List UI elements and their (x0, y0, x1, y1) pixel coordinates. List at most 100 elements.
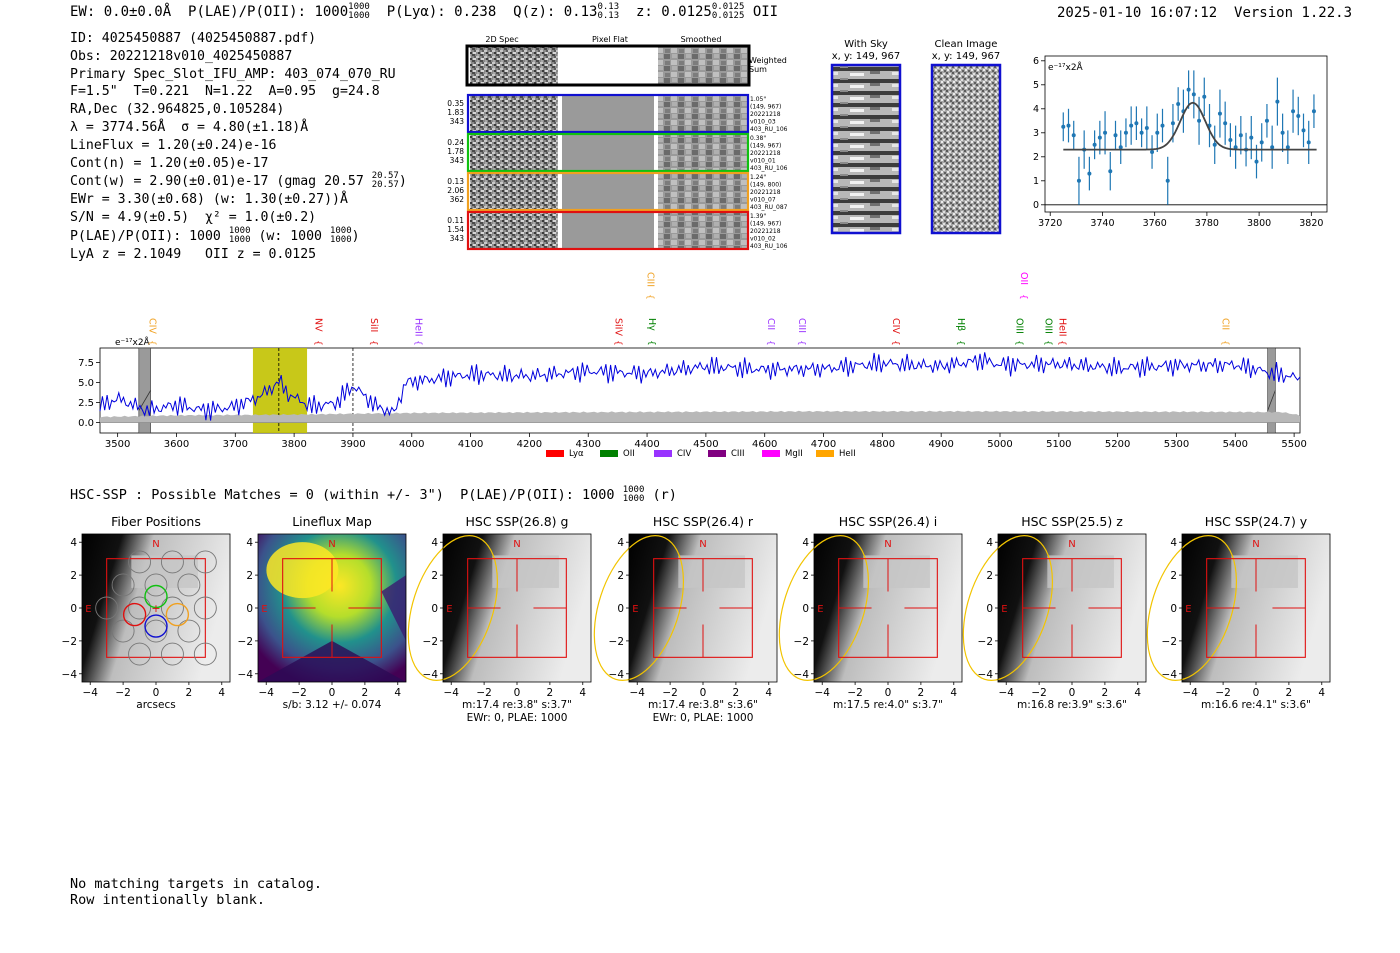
imaging-panel-caption: arcsecs (136, 699, 175, 711)
imaging-panels: Fiber Positions N E +4 2 0 −2 −4 −4 −2 0 2 4 arcsecs L… (62, 514, 1331, 723)
fit-point-marker (1061, 124, 1066, 129)
imaging-panel-title: HSC SSP(24.7) y (1205, 514, 1308, 529)
panel-xtick-label: −4 (258, 687, 274, 699)
compass-north: N (699, 539, 706, 550)
galaxy-aperture-ellipse (407, 535, 499, 681)
fit-data-point (1129, 106, 1134, 145)
imaging-panel-caption: EWr: 0, PLAE: 1000 (653, 712, 754, 723)
legend-label: MgII (785, 449, 803, 459)
cutout-row-stat: 343 (450, 117, 465, 126)
fit-data-point (1212, 125, 1217, 164)
panel-xtick-label: −2 (662, 687, 677, 699)
panel-xtick-label: −2 (476, 687, 491, 699)
fit-point-marker (1202, 94, 1207, 99)
emission-line-marker: Hγ { (646, 318, 657, 346)
fiber-center-marker: + (151, 602, 160, 615)
fit-data-point (1233, 125, 1238, 169)
panel-ytick-label: 0 (70, 603, 77, 615)
emission-line-label: HeII (1056, 318, 1067, 337)
cutout-row-stat: 0.24 (447, 138, 464, 147)
legend-swatch (762, 450, 780, 457)
legend-label: CIII (731, 449, 744, 459)
fit-ytick-label: 0 (1033, 200, 1039, 211)
fit-ytick-label: 3 (1033, 128, 1039, 139)
fit-point-marker (1296, 114, 1301, 118)
cutout-row-meta: v010_01 (750, 158, 776, 165)
imaging-panel: HSC SSP(24.7) y N E 4 2 0 −2 −4 −4 −2 0 2 4 m:16.6 re… (1146, 514, 1331, 711)
cutout-row-border (466, 93, 750, 134)
compass-east: E (85, 604, 91, 615)
fiber-circle-highlight (122, 602, 147, 627)
emission-line-marker: Hβ { (955, 318, 966, 346)
footer-line: Row intentionally blank. (70, 892, 266, 908)
cutout-row-meta: (149, 967) (750, 221, 781, 228)
panel-ytick-label: 2 (431, 570, 438, 582)
emission-line-label: OII (1018, 272, 1029, 285)
cutout-smoothed (658, 95, 748, 132)
header-timestamp-version: 2025-01-10 16:07:12 Version 1.22.3 (1057, 5, 1352, 21)
panel-ytick-label: 4 (617, 537, 624, 549)
col-header-flat: Pixel Flat (592, 35, 628, 44)
emission-line-marker: HeII { (412, 318, 423, 346)
fit-point-marker (1217, 111, 1222, 116)
search-box (106, 558, 206, 658)
emission-line-bracket: { (312, 340, 322, 346)
fit-data-point (1144, 106, 1149, 150)
fit-ytick-label: 2 (1033, 152, 1039, 163)
cutout-row-stat: 2.06 (447, 186, 464, 195)
spectrum-xtick-label: 4500 (693, 439, 718, 450)
panel-ytick-label: −2 (1162, 636, 1177, 648)
header-z: z: 0.0125 (636, 4, 712, 20)
spectrum-xtick-label: 4600 (752, 439, 777, 450)
cutout-row-stat: 0.13 (447, 177, 464, 186)
panel-ytick-label: 0 (1170, 603, 1177, 615)
emission-line-label: CIV (890, 318, 901, 334)
compass-north: N (328, 539, 335, 550)
compass-east: E (1185, 604, 1191, 615)
spectrum-xtick-label: 5500 (1281, 439, 1306, 450)
emission-line-label: CII (1219, 318, 1230, 330)
panel-ytick-label: −4 (609, 669, 625, 681)
fit-ytick-label: 5 (1033, 80, 1039, 91)
fiber-circle (160, 596, 184, 620)
line-fit-unit-note: e⁻¹⁷x2Å (1048, 61, 1084, 73)
imaging-panel-caption: m:17.4 re:3.8" s:3.6" (648, 699, 758, 711)
fit-data-point (1103, 111, 1108, 155)
panel-ytick-label: −2 (238, 636, 253, 648)
imaging-panel: Lineflux Map N E 4 2 0 −2 −4 −4 −2 0 2 4 s/b: 3.12 +/… (238, 514, 407, 711)
fit-data-point (1301, 113, 1306, 148)
lineflux-peak (266, 542, 339, 599)
compass-north: N (152, 539, 159, 550)
emission-line-bracket: { (765, 340, 775, 346)
fiber-circle (95, 596, 119, 620)
panel-xtick-label: 2 (1102, 687, 1109, 699)
cutout-gap (654, 95, 658, 132)
cutout-row-meta: 403_RU_106 (750, 126, 788, 133)
fiber-circle-highlight (144, 584, 168, 609)
imaging-panel-title: HSC SSP(26.8) g (466, 514, 569, 529)
emission-line-bracket: { (368, 340, 378, 346)
sky-panels: With Sky x, y: 149, 967 Clean Image x, y… (830, 39, 1002, 235)
fit-point-marker (1254, 159, 1259, 164)
imaging-panel-title: HSC SSP(26.4) i (839, 514, 937, 529)
detection-info: ID: 4025450887 (4025450887.pdf) Obs: 202… (70, 30, 407, 263)
cutout-row-meta: 20221218 (750, 150, 781, 157)
imaging-panel-caption: m:17.4 re:3.8" s:3.7" (462, 699, 572, 711)
panel-xtick-label: 2 (1286, 687, 1293, 699)
fit-data-point (1291, 89, 1296, 133)
cutout-row-meta: (149, 967) (750, 104, 781, 111)
emission-line-marker: HeII { (1056, 318, 1067, 346)
compass-north: N (1252, 539, 1259, 550)
panel-ytick-label: 4 (70, 537, 77, 549)
emission-line-marker: OIII { (1013, 318, 1024, 346)
fit-point-marker (1275, 99, 1280, 104)
cutout-row-meta: 0.38" (750, 135, 766, 142)
spectrum-xtick-label: 3600 (164, 439, 189, 450)
fit-point-marker (1155, 130, 1160, 135)
panel-ytick-label: −4 (238, 669, 254, 681)
lineflux-low-region (258, 640, 406, 682)
emission-line-label: OIII (1013, 318, 1024, 334)
fit-data-point (1066, 108, 1071, 143)
panel-ytick-label: −2 (609, 636, 624, 648)
masked-band-hatch (1267, 390, 1276, 411)
